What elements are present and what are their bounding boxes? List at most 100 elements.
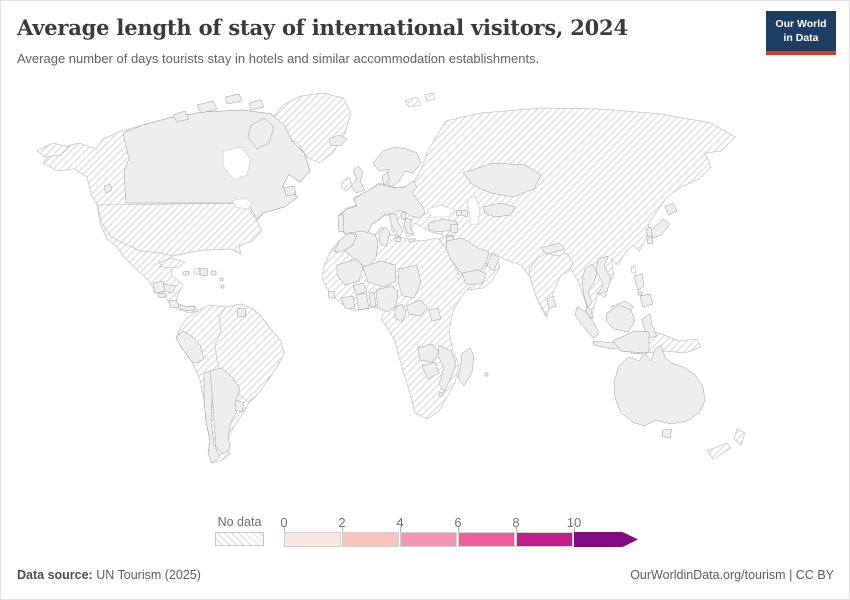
country-nigeria[interactable] — [375, 285, 399, 313]
data-source: Data source: UN Tourism (2025) — [17, 568, 201, 582]
country-canada[interactable] — [122, 109, 311, 220]
country-kazakhstan[interactable] — [462, 162, 542, 198]
country-japan-kyushu[interactable] — [646, 236, 654, 245]
country-ghana[interactable] — [355, 292, 370, 311]
country-saudi-arabia[interactable] — [445, 237, 490, 275]
country-uganda[interactable] — [428, 307, 442, 322]
country-mali[interactable] — [336, 258, 364, 286]
country-haiti[interactable] — [193, 267, 201, 276]
country-united-kingdom[interactable] — [350, 165, 366, 194]
country-canada-vancouver-island[interactable] — [103, 183, 113, 194]
country-el-salvador[interactable] — [157, 292, 167, 299]
country-mauritius[interactable] — [484, 372, 489, 377]
country-sri-lanka[interactable] — [546, 295, 557, 310]
country-panama[interactable] — [179, 304, 196, 312]
country-uruguay[interactable] — [234, 399, 245, 413]
country-zambia[interactable] — [417, 343, 440, 363]
country-malaysia-peninsula[interactable] — [585, 305, 594, 320]
country-tunisia[interactable] — [378, 226, 391, 248]
country-portugal[interactable] — [337, 213, 345, 233]
legend-bin-10+[interactable] — [574, 532, 638, 547]
country-cameroon[interactable] — [394, 303, 407, 323]
country-azerbaijan[interactable] — [460, 209, 469, 218]
country-taiwan[interactable] — [630, 264, 637, 274]
country-canada-arctic-island-3[interactable] — [224, 93, 243, 105]
country-canada-newfoundland[interactable] — [283, 185, 297, 197]
country-jamaica[interactable] — [182, 270, 190, 276]
country-scandinavia[interactable] — [372, 146, 422, 188]
country-peru[interactable] — [175, 330, 205, 364]
country-zimbabwe[interactable] — [421, 361, 440, 380]
country-cuba[interactable] — [158, 257, 186, 269]
country-madagascar[interactable] — [457, 347, 475, 387]
country-japan-honshu[interactable] — [650, 218, 671, 239]
country-syria[interactable] — [449, 223, 459, 234]
legend-bin-6-8[interactable] — [458, 532, 516, 547]
country-canada-arctic-island-2[interactable] — [196, 100, 218, 114]
country-philippines-visayas[interactable] — [637, 291, 643, 296]
country-italy[interactable] — [389, 212, 404, 238]
country-indonesia-papua[interactable] — [612, 330, 650, 354]
footer-license: CC BY — [795, 568, 834, 582]
country-sierra-leone[interactable] — [327, 290, 336, 299]
country-puerto-rico[interactable] — [210, 270, 217, 276]
country-new-zealand-south[interactable] — [706, 442, 732, 460]
country-philippines-mindanao[interactable] — [639, 293, 654, 308]
country-oman[interactable] — [486, 252, 500, 272]
country-niger[interactable] — [362, 260, 397, 288]
country-denmark[interactable] — [381, 171, 391, 186]
country-vietnam[interactable] — [595, 255, 612, 296]
legend-bin-8-10[interactable] — [516, 532, 574, 547]
country-chad[interactable] — [397, 264, 422, 299]
owid-logo[interactable]: Our World in Data — [766, 11, 836, 56]
country-canada-baffin[interactable] — [247, 117, 275, 150]
country-yemen[interactable] — [461, 269, 487, 285]
country-greenland[interactable] — [268, 92, 352, 164]
country-canada-arctic-island-4[interactable] — [248, 99, 265, 111]
country-nepal[interactable] — [540, 242, 566, 255]
country-argentina[interactable] — [209, 367, 241, 455]
country-guatemala[interactable] — [152, 280, 166, 294]
country-italy-sicily[interactable] — [394, 236, 402, 243]
country-eswatini[interactable] — [438, 391, 444, 397]
legend-bin-0-2[interactable] — [284, 532, 342, 547]
country-australia-tasmania[interactable] — [661, 428, 673, 439]
legend-bin-4-6[interactable] — [400, 532, 458, 547]
country-mozambique[interactable] — [437, 344, 457, 393]
legend-tick-mark — [458, 527, 459, 532]
sea-great-lakes — [231, 197, 254, 210]
country-burkina-faso[interactable] — [352, 282, 368, 296]
legend-no-data-swatch[interactable] — [215, 532, 264, 546]
legend-bin-2-4[interactable] — [342, 532, 400, 547]
country-lesser-antilles-1[interactable] — [219, 277, 224, 282]
country-albania[interactable] — [400, 211, 407, 221]
country-greece[interactable] — [403, 217, 415, 235]
country-new-zealand-north[interactable] — [733, 428, 746, 446]
world-choropleth-map — [36, 92, 746, 464]
country-central-african-republic[interactable] — [405, 299, 429, 317]
country-indonesia-borneo[interactable] — [605, 304, 636, 333]
country-thailand[interactable] — [581, 263, 598, 309]
country-lesser-antilles-2[interactable] — [220, 284, 225, 289]
country-dominican-republic[interactable] — [199, 267, 209, 277]
country-uzbekistan[interactable] — [482, 202, 516, 218]
country-united-states[interactable] — [96, 202, 263, 257]
country-iceland[interactable] — [328, 134, 348, 147]
country-cote-divoire[interactable] — [340, 295, 356, 310]
footer-link[interactable]: OurWorldinData.org/tourism | CC BY — [630, 568, 834, 582]
country-costa-rica[interactable] — [168, 299, 180, 309]
legend-tick-label: 4 — [396, 515, 404, 530]
legend-no-data[interactable]: No data — [215, 515, 264, 546]
country-greece-crete[interactable] — [408, 238, 416, 243]
country-togo-benin[interactable] — [368, 291, 377, 308]
country-philippines-luzon[interactable] — [633, 273, 645, 292]
country-canada-arctic-island-1[interactable] — [172, 110, 190, 123]
country-ireland[interactable] — [340, 176, 353, 192]
country-indonesia-sumatra[interactable] — [574, 306, 600, 339]
footer-url[interactable]: OurWorldinData.org/tourism — [630, 568, 786, 582]
footer-separator: | — [785, 568, 796, 582]
country-suriname[interactable] — [236, 307, 247, 318]
country-honduras[interactable] — [162, 283, 177, 294]
country-australia[interactable] — [613, 344, 706, 427]
country-japan-hokkaido[interactable] — [664, 202, 678, 216]
